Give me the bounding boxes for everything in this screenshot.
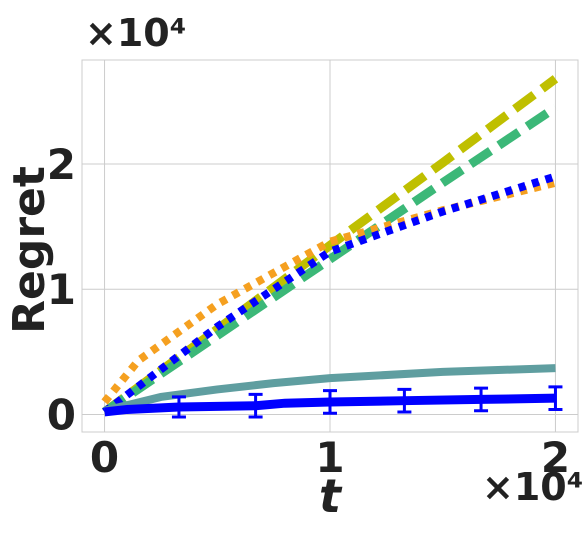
x-tick-label: 0 <box>90 433 119 482</box>
line <box>101 178 557 405</box>
y-tick-label: 1 <box>47 265 76 314</box>
y-offset-label: ×10⁴ <box>85 11 186 55</box>
line <box>102 103 558 416</box>
line <box>104 393 556 417</box>
line <box>101 75 559 416</box>
y-axis-label: Regret <box>4 166 55 334</box>
x-offset-label: ×10⁴ <box>482 465 583 509</box>
line <box>103 364 556 415</box>
x-axis-label: t <box>319 469 343 523</box>
error-bar <box>171 395 186 419</box>
x-tick-label: 2 <box>541 433 570 482</box>
error-bar <box>248 392 263 419</box>
error-bar <box>548 385 563 411</box>
x-tick-label: 1 <box>315 433 344 482</box>
error-bar <box>474 386 489 413</box>
line <box>102 172 557 416</box>
error-bar <box>323 389 337 415</box>
y-tick-label: 2 <box>47 140 76 189</box>
y-tick-label: 0 <box>47 390 76 439</box>
error-bar <box>397 387 412 414</box>
